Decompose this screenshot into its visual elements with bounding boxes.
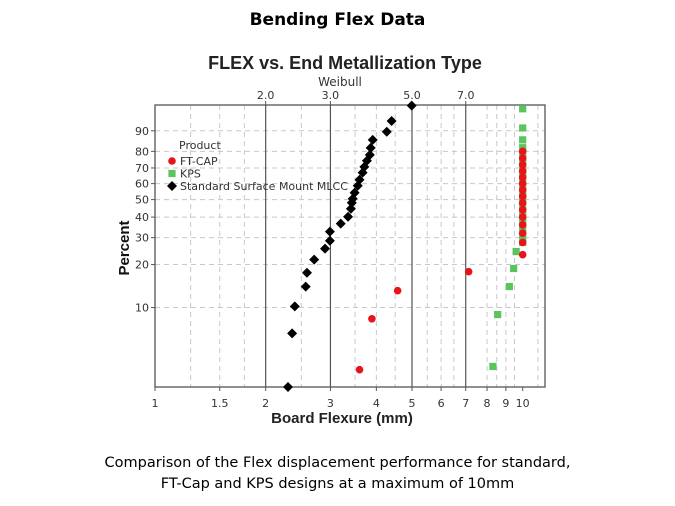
legend-marker-circle (168, 157, 176, 165)
plot-frame (154, 104, 546, 388)
ft-cap-point (518, 179, 527, 188)
ft-cap-point (518, 167, 527, 175)
x-tick-label: 10 (516, 397, 530, 410)
ft-cap-point (518, 206, 527, 214)
kps-point (494, 310, 502, 319)
kps-point (510, 264, 518, 273)
y-tick-label: 10 (135, 302, 149, 315)
legend-title: Product (179, 139, 221, 152)
standard-surface-mount-mlcc-point (283, 382, 294, 392)
legend-label: KPS (180, 168, 201, 181)
ft-cap-point (355, 365, 364, 374)
standard-surface-mount-mlcc-point (324, 235, 335, 246)
kps-point (519, 225, 527, 233)
y-tick-label: 90 (135, 125, 149, 138)
standard-surface-mount-mlcc-point (287, 328, 298, 339)
standard-surface-mount-mlcc-point (335, 218, 346, 229)
standard-surface-mount-mlcc-point (354, 174, 365, 185)
standard-surface-mount-mlcc-point (364, 149, 375, 160)
top-tick-label: 3.0 (322, 89, 340, 102)
ft-cap-point (518, 229, 527, 238)
ft-cap-point (518, 250, 527, 259)
x-tick-label: 2 (262, 397, 269, 410)
ft-cap-point (518, 199, 527, 207)
caption-line-2: FT-Cap and KPS designs at a maximum of 1… (160, 476, 515, 492)
legend-marker-square (168, 169, 176, 178)
y-tick-label: 40 (135, 211, 149, 224)
x-tick-label: 5 (408, 397, 415, 410)
standard-surface-mount-mlcc-point (381, 126, 392, 137)
chart-title: FLEX vs. End Metallization Type (208, 53, 482, 73)
legend-marker-diamond (167, 181, 177, 191)
caption: Comparison of the Flex displacement perf… (0, 453, 675, 495)
x-tick-label: 4 (373, 397, 380, 410)
standard-surface-mount-mlcc-point (289, 301, 300, 312)
standard-surface-mount-mlcc-point (386, 115, 397, 126)
legend-label: Standard Surface Mount MLCC (180, 180, 348, 193)
y-tick-label: 30 (135, 232, 149, 245)
caption-line-1: Comparison of the Flex displacement perf… (104, 455, 571, 471)
ft-cap-point (518, 154, 527, 163)
ft-cap-point (518, 186, 527, 194)
x-tick-label: 6 (438, 397, 445, 410)
x-tick-label: 1 (152, 397, 159, 410)
legend-label: FT-CAP (180, 155, 218, 168)
x-tick-label: 7 (462, 397, 469, 410)
x-tick-label: 3 (327, 397, 334, 410)
standard-surface-mount-mlcc-point (406, 100, 417, 111)
standard-surface-mount-mlcc-point (367, 134, 378, 145)
slide-title: Bending Flex Data (249, 10, 426, 30)
y-tick-label: 80 (135, 145, 149, 158)
x-tick-label: 8 (484, 397, 491, 410)
kps-point (489, 362, 497, 371)
ft-cap-point (368, 314, 376, 323)
standard-surface-mount-mlcc-point (365, 142, 376, 153)
x-axis-label: Board Flexure (mm) (271, 410, 413, 427)
top-tick-label: 7.0 (457, 89, 475, 102)
standard-surface-mount-mlcc-point (300, 281, 311, 292)
ft-cap-point (518, 147, 527, 156)
top-tick-label: 2.0 (257, 89, 275, 102)
standard-surface-mount-mlcc-point (324, 226, 335, 237)
top-tick-label: 5.0 (403, 89, 421, 102)
chart-subtitle: Weibull (318, 75, 362, 89)
ft-cap-point (518, 160, 527, 169)
standard-surface-mount-mlcc-point (345, 203, 356, 214)
kps-point (512, 248, 520, 256)
ft-cap-point (518, 192, 527, 201)
y-tick-label: 70 (135, 162, 149, 175)
ft-cap-point (518, 221, 527, 229)
standard-surface-mount-mlcc-point (309, 254, 320, 265)
x-tick-label: 1.5 (211, 397, 229, 410)
standard-surface-mount-mlcc-point (349, 187, 360, 198)
kps-point (519, 136, 527, 144)
standard-surface-mount-mlcc-point (320, 243, 331, 254)
ft-cap-point (393, 286, 402, 295)
ft-cap-point (518, 238, 527, 247)
y-axis-label: Percent (116, 220, 133, 275)
kps-point (519, 124, 527, 132)
kps-point (519, 105, 527, 113)
standard-surface-mount-mlcc-point (301, 267, 312, 278)
ft-cap-point (518, 173, 527, 182)
y-tick-label: 60 (135, 178, 149, 191)
y-tick-label: 20 (135, 259, 149, 272)
x-tick-label: 9 (502, 397, 509, 410)
ft-cap-point (518, 213, 527, 221)
y-tick-label: 50 (135, 194, 149, 207)
standard-surface-mount-mlcc-point (343, 211, 354, 222)
kps-point (505, 282, 513, 291)
ft-cap-point (464, 267, 473, 276)
